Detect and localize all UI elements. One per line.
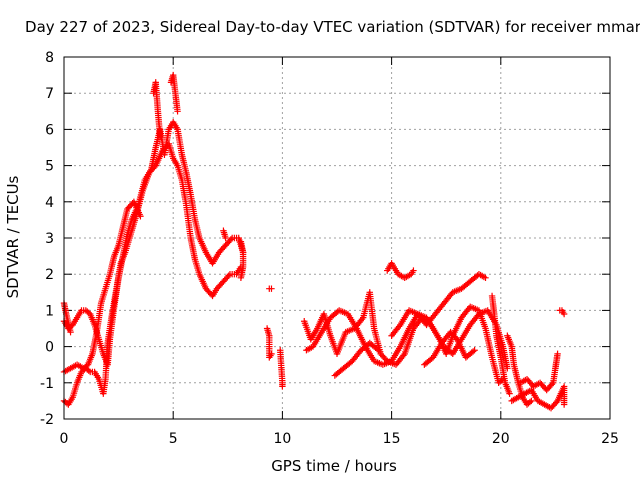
data-point xyxy=(268,350,275,358)
data-point xyxy=(227,236,235,243)
y-tick-label: 4 xyxy=(45,195,54,211)
data-point xyxy=(560,401,568,408)
data-point xyxy=(375,347,382,354)
data-point xyxy=(373,345,381,353)
plot-frame xyxy=(63,56,611,420)
y-tick-label: 5 xyxy=(45,159,54,175)
grid-lines xyxy=(64,57,610,419)
data-point xyxy=(553,399,560,406)
y-tick-label: 7 xyxy=(45,86,54,102)
y-tick-label: 3 xyxy=(45,231,54,247)
x-tick-label: 15 xyxy=(383,431,401,447)
data-point xyxy=(222,234,229,242)
data-point xyxy=(137,213,144,220)
x-tick-label: 10 xyxy=(273,431,291,447)
data-point xyxy=(548,381,556,388)
data-point xyxy=(471,347,478,354)
y-tick-label: 0 xyxy=(45,340,54,356)
x-axis-label: GPS time / hours xyxy=(271,457,397,475)
y-tick-label: -2 xyxy=(40,412,54,428)
data-point xyxy=(225,272,232,279)
data-point xyxy=(174,108,181,115)
y-tick-label: 6 xyxy=(45,122,54,138)
y-axis-label: SDTVAR / TECUs xyxy=(4,175,22,298)
data-point xyxy=(237,274,245,282)
y-tick-label: -1 xyxy=(40,376,54,392)
axis-ticks: 0 5 10 15 20 25 -2 -1 0 1 2 3 4 5 6 7 8 xyxy=(40,50,619,447)
data-point xyxy=(482,274,489,282)
data-point xyxy=(552,365,559,372)
x-tick-label: 20 xyxy=(492,431,510,447)
data-point xyxy=(526,398,534,406)
x-tick-label: 5 xyxy=(169,431,178,447)
data-points xyxy=(60,71,568,412)
data-point xyxy=(279,383,286,390)
y-tick-label: 8 xyxy=(45,50,54,66)
x-tick-label: 25 xyxy=(601,431,619,447)
data-point xyxy=(506,390,513,397)
data-point xyxy=(85,367,92,374)
data-point xyxy=(528,397,535,405)
chart-title: Day 227 of 2023, Sidereal Day-to-day VTE… xyxy=(25,18,640,36)
data-point xyxy=(67,328,74,336)
data-point xyxy=(452,334,460,342)
data-point xyxy=(469,348,477,355)
y-tick-label: 2 xyxy=(45,267,54,283)
y-tick-label: 1 xyxy=(45,303,54,319)
data-point xyxy=(156,133,164,140)
x-tick-label: 0 xyxy=(60,431,69,447)
data-point xyxy=(268,285,275,292)
data-point xyxy=(410,267,417,274)
data-point xyxy=(560,310,568,318)
